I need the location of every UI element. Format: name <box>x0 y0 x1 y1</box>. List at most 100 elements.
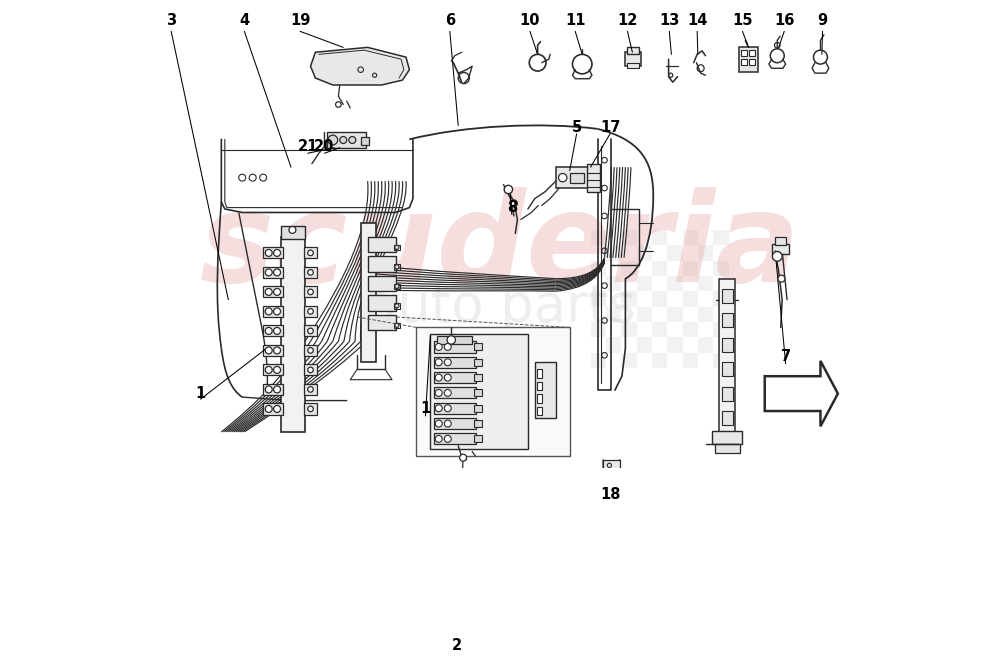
Bar <box>606 306 621 322</box>
Bar <box>591 353 606 368</box>
Bar <box>741 59 747 65</box>
Bar <box>537 407 542 415</box>
Bar <box>263 267 283 278</box>
Text: 4: 4 <box>239 13 249 28</box>
Bar <box>304 384 317 395</box>
Circle shape <box>274 269 281 276</box>
Bar <box>474 359 482 366</box>
Text: 18: 18 <box>600 487 620 502</box>
Bar <box>474 390 482 396</box>
Bar <box>713 230 729 245</box>
Text: 2: 2 <box>452 638 462 653</box>
Bar <box>722 338 733 352</box>
Bar <box>652 230 667 245</box>
Bar <box>434 387 476 398</box>
Circle shape <box>274 366 281 374</box>
Circle shape <box>778 275 785 282</box>
Bar <box>537 382 542 390</box>
Bar <box>722 411 733 425</box>
Bar <box>722 362 733 376</box>
Circle shape <box>265 327 272 335</box>
Bar <box>591 291 606 306</box>
Bar <box>361 136 369 145</box>
Bar <box>741 50 747 56</box>
Circle shape <box>336 101 341 108</box>
Bar <box>434 433 476 444</box>
Bar <box>712 431 742 444</box>
Text: 19: 19 <box>290 13 310 28</box>
Circle shape <box>395 245 399 249</box>
Bar <box>394 264 400 269</box>
Bar <box>368 296 396 310</box>
Circle shape <box>265 288 272 296</box>
Bar <box>394 284 400 289</box>
Bar <box>474 420 482 427</box>
Circle shape <box>444 435 451 442</box>
Bar <box>637 306 652 322</box>
Text: 17: 17 <box>600 120 620 135</box>
Circle shape <box>772 251 782 261</box>
Bar <box>263 247 283 259</box>
Bar <box>263 345 283 356</box>
Circle shape <box>328 135 338 145</box>
Bar <box>474 435 482 442</box>
Bar <box>606 276 621 291</box>
Circle shape <box>460 454 467 461</box>
Bar <box>591 230 606 245</box>
Bar <box>722 386 733 401</box>
Bar <box>263 286 283 298</box>
Circle shape <box>444 390 451 396</box>
Bar <box>713 261 729 276</box>
Circle shape <box>559 173 567 182</box>
Bar <box>416 327 570 456</box>
Bar <box>304 247 317 259</box>
Circle shape <box>435 343 442 350</box>
Polygon shape <box>765 361 838 426</box>
Bar <box>621 322 637 337</box>
Text: 1: 1 <box>195 386 206 401</box>
Circle shape <box>308 328 313 334</box>
Bar <box>606 337 621 353</box>
Circle shape <box>435 390 442 396</box>
Circle shape <box>308 367 313 373</box>
Bar <box>304 325 317 337</box>
Bar <box>698 245 713 261</box>
Bar <box>368 256 396 271</box>
Bar <box>713 353 729 368</box>
Text: 13: 13 <box>659 13 679 28</box>
Bar <box>722 289 733 303</box>
Text: 16: 16 <box>774 13 794 28</box>
Text: 8: 8 <box>507 200 517 215</box>
Bar <box>537 369 542 378</box>
Bar <box>667 306 683 322</box>
Text: 1: 1 <box>420 401 431 417</box>
Bar <box>698 337 713 353</box>
Circle shape <box>274 308 281 315</box>
Bar <box>621 261 637 276</box>
Bar <box>434 418 476 429</box>
Text: 6: 6 <box>445 13 455 28</box>
Text: 15: 15 <box>732 13 753 28</box>
Bar <box>667 337 683 353</box>
Circle shape <box>510 200 517 207</box>
Circle shape <box>289 226 296 233</box>
Circle shape <box>435 359 442 366</box>
Bar <box>304 267 317 278</box>
Bar <box>281 226 305 239</box>
Bar <box>713 291 729 306</box>
Bar <box>474 374 482 381</box>
Bar <box>606 245 621 261</box>
Circle shape <box>274 327 281 335</box>
Bar <box>304 345 317 356</box>
Bar <box>749 50 755 56</box>
Bar <box>591 322 606 337</box>
Bar <box>722 314 733 327</box>
Bar <box>683 322 698 337</box>
Bar <box>434 372 476 383</box>
Bar <box>627 62 639 69</box>
Circle shape <box>444 374 451 381</box>
Bar <box>652 291 667 306</box>
Circle shape <box>265 386 272 393</box>
Bar <box>621 291 637 306</box>
Bar <box>683 353 698 368</box>
